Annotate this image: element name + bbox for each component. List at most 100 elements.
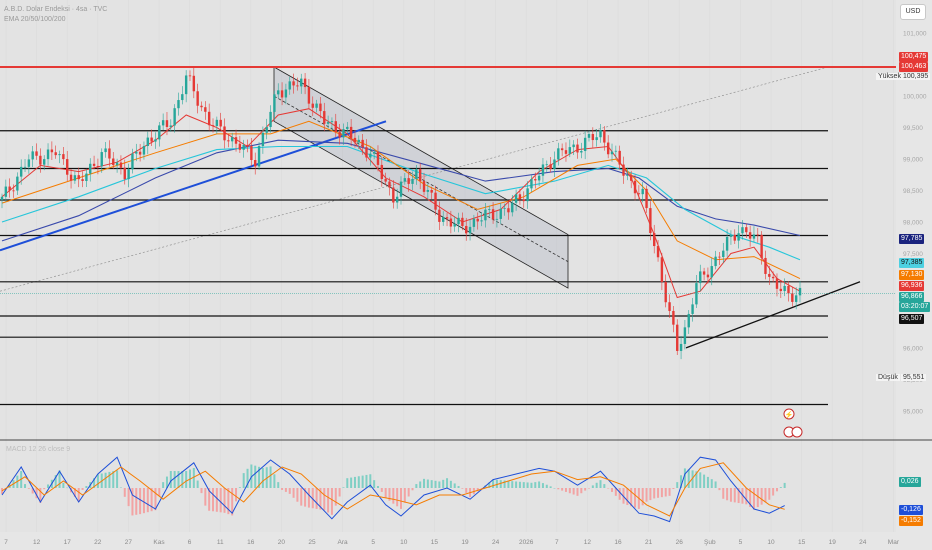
- macd-hist-bar-74: [284, 488, 287, 492]
- us-flag-event-icon-2[interactable]: [791, 426, 803, 438]
- candle-body-142: [545, 164, 548, 166]
- candle-body-41: [158, 125, 161, 140]
- currency-button[interactable]: USD: [900, 4, 926, 20]
- macd-hist-bar-163: [626, 488, 629, 505]
- macd-hist-bar-11: [43, 488, 46, 490]
- candle-body-88: [338, 132, 341, 138]
- macd-hist-bar-43: [165, 476, 168, 488]
- candle-body-119: [457, 217, 460, 225]
- macd-hist-bar-192: [737, 488, 740, 504]
- macd-hist-bar-36: [139, 488, 142, 515]
- macd-hist-bar-93: [357, 476, 360, 488]
- macd-hist-bar-135: [518, 481, 521, 488]
- low-label: Düşük: [876, 374, 900, 381]
- candle-body-161: [618, 150, 621, 165]
- candle-body-177: [679, 343, 683, 351]
- macd-hist-bar-58: [223, 488, 226, 513]
- long-dashed-trendline[interactable]: [0, 66, 829, 292]
- blue-ascending-trendline[interactable]: [0, 120, 387, 252]
- high-value: 100,395: [901, 73, 931, 80]
- candle-body-31: [119, 162, 123, 168]
- x-tick-label-13: 10: [400, 539, 408, 546]
- channel-midline[interactable]: [273, 95, 569, 263]
- time-axis-ticks[interactable]: 7 12 17 22 27 Kas 6 11 16 20 25 Ara 5 10 15 19 24 2026 7 12…: [4, 539, 900, 546]
- macd-hist-bar-139: [534, 482, 537, 488]
- macd-hist-bar-186: [714, 481, 717, 488]
- bar-countdown: 03:20:07: [899, 302, 931, 312]
- candle-body-8: [31, 151, 34, 160]
- macd-hist-bar-158: [607, 488, 610, 489]
- candle-body-167: [641, 188, 644, 195]
- x-tick-label-2: 17: [64, 539, 72, 546]
- candle-body-124: [476, 218, 479, 222]
- macd-hist-bar-164: [630, 488, 633, 507]
- event-icons[interactable]: ⚡: [783, 408, 803, 438]
- candle-body-64: [246, 144, 249, 147]
- candle-body-79: [303, 78, 307, 88]
- candle-body-55: [211, 125, 215, 127]
- macd-hist-bar-184: [706, 476, 709, 488]
- macd-hist-bar-57: [219, 488, 222, 513]
- candle-body-150: [576, 144, 579, 153]
- macd-hist-bar-117: [449, 480, 452, 488]
- candle-body-2: [8, 186, 11, 191]
- macd-hist-bar-113: [434, 480, 437, 488]
- macd-hist-bar-31: [119, 487, 122, 489]
- candle-body-53: [204, 107, 207, 112]
- candle-body-77: [296, 85, 299, 87]
- x-tick-label-14: 15: [431, 539, 439, 546]
- candle-body-187: [718, 256, 721, 258]
- x-tick-label-16: 24: [492, 539, 500, 546]
- macd-hist-bar-147: [564, 488, 567, 492]
- macd-hist-bar-128: [492, 479, 495, 488]
- candle-body-204: [783, 285, 786, 292]
- macd-hist-bar-110: [423, 478, 426, 488]
- candle-body-115: [442, 217, 445, 222]
- macd-hist-bar-159: [611, 488, 614, 492]
- candle-body-89: [342, 129, 345, 138]
- macd-hist-bar-84: [323, 488, 326, 511]
- candle-body-166: [637, 193, 641, 195]
- macd-hist-bar-151: [580, 488, 583, 494]
- candle-body-26: [100, 152, 103, 167]
- macd-hist-bar-181: [695, 471, 698, 488]
- x-tick-label-28: 24: [859, 539, 867, 546]
- candle-body-40: [154, 139, 157, 142]
- flash-event-icon[interactable]: [783, 408, 795, 420]
- candle-body-136: [522, 199, 525, 202]
- macd-hist-bar-78: [300, 488, 303, 506]
- macd-hist-bar-112: [430, 480, 433, 488]
- candle-body-65: [250, 146, 253, 161]
- candle-body-151: [580, 151, 583, 153]
- macd-hist-bar-106: [407, 488, 410, 497]
- macd-hist-bar-200: [768, 488, 771, 500]
- macd-hist-bar-177: [680, 475, 683, 488]
- macd-hist-bar-175: [672, 488, 675, 489]
- horizontal-levels[interactable]: [0, 65, 896, 406]
- macd-hist-bar-53: [204, 488, 207, 506]
- macd-hist-bar-103: [396, 488, 399, 507]
- macd-hist-bar-140: [538, 481, 541, 488]
- x-tick-label-12: 5: [371, 539, 375, 546]
- candle-body-116: [445, 217, 449, 219]
- x-tick-label-11: Ara: [338, 539, 349, 546]
- candle-body-138: [530, 179, 533, 189]
- candle-body-36: [138, 151, 142, 155]
- macd-hist-bar-134: [515, 481, 518, 488]
- macd-hist-bar-170: [653, 488, 656, 499]
- candle-body-4: [16, 176, 19, 191]
- macd-hist-bar-86: [330, 488, 333, 515]
- candle-body-22: [85, 173, 88, 182]
- macd-hist-bar-85: [327, 488, 330, 513]
- candle-body-154: [591, 134, 595, 141]
- macd-hist-bar-37: [142, 488, 145, 514]
- x-tick-label-23: Şub: [704, 539, 716, 546]
- macd-hist-bar-141: [541, 483, 544, 488]
- macd-hist-bar-47: [181, 471, 184, 488]
- candle-body-78: [300, 78, 303, 87]
- candle-body-155: [595, 137, 598, 141]
- black-ascending-trendline[interactable]: [685, 281, 861, 349]
- candle-body-33: [127, 169, 130, 180]
- macd-hist-bar-95: [365, 474, 368, 488]
